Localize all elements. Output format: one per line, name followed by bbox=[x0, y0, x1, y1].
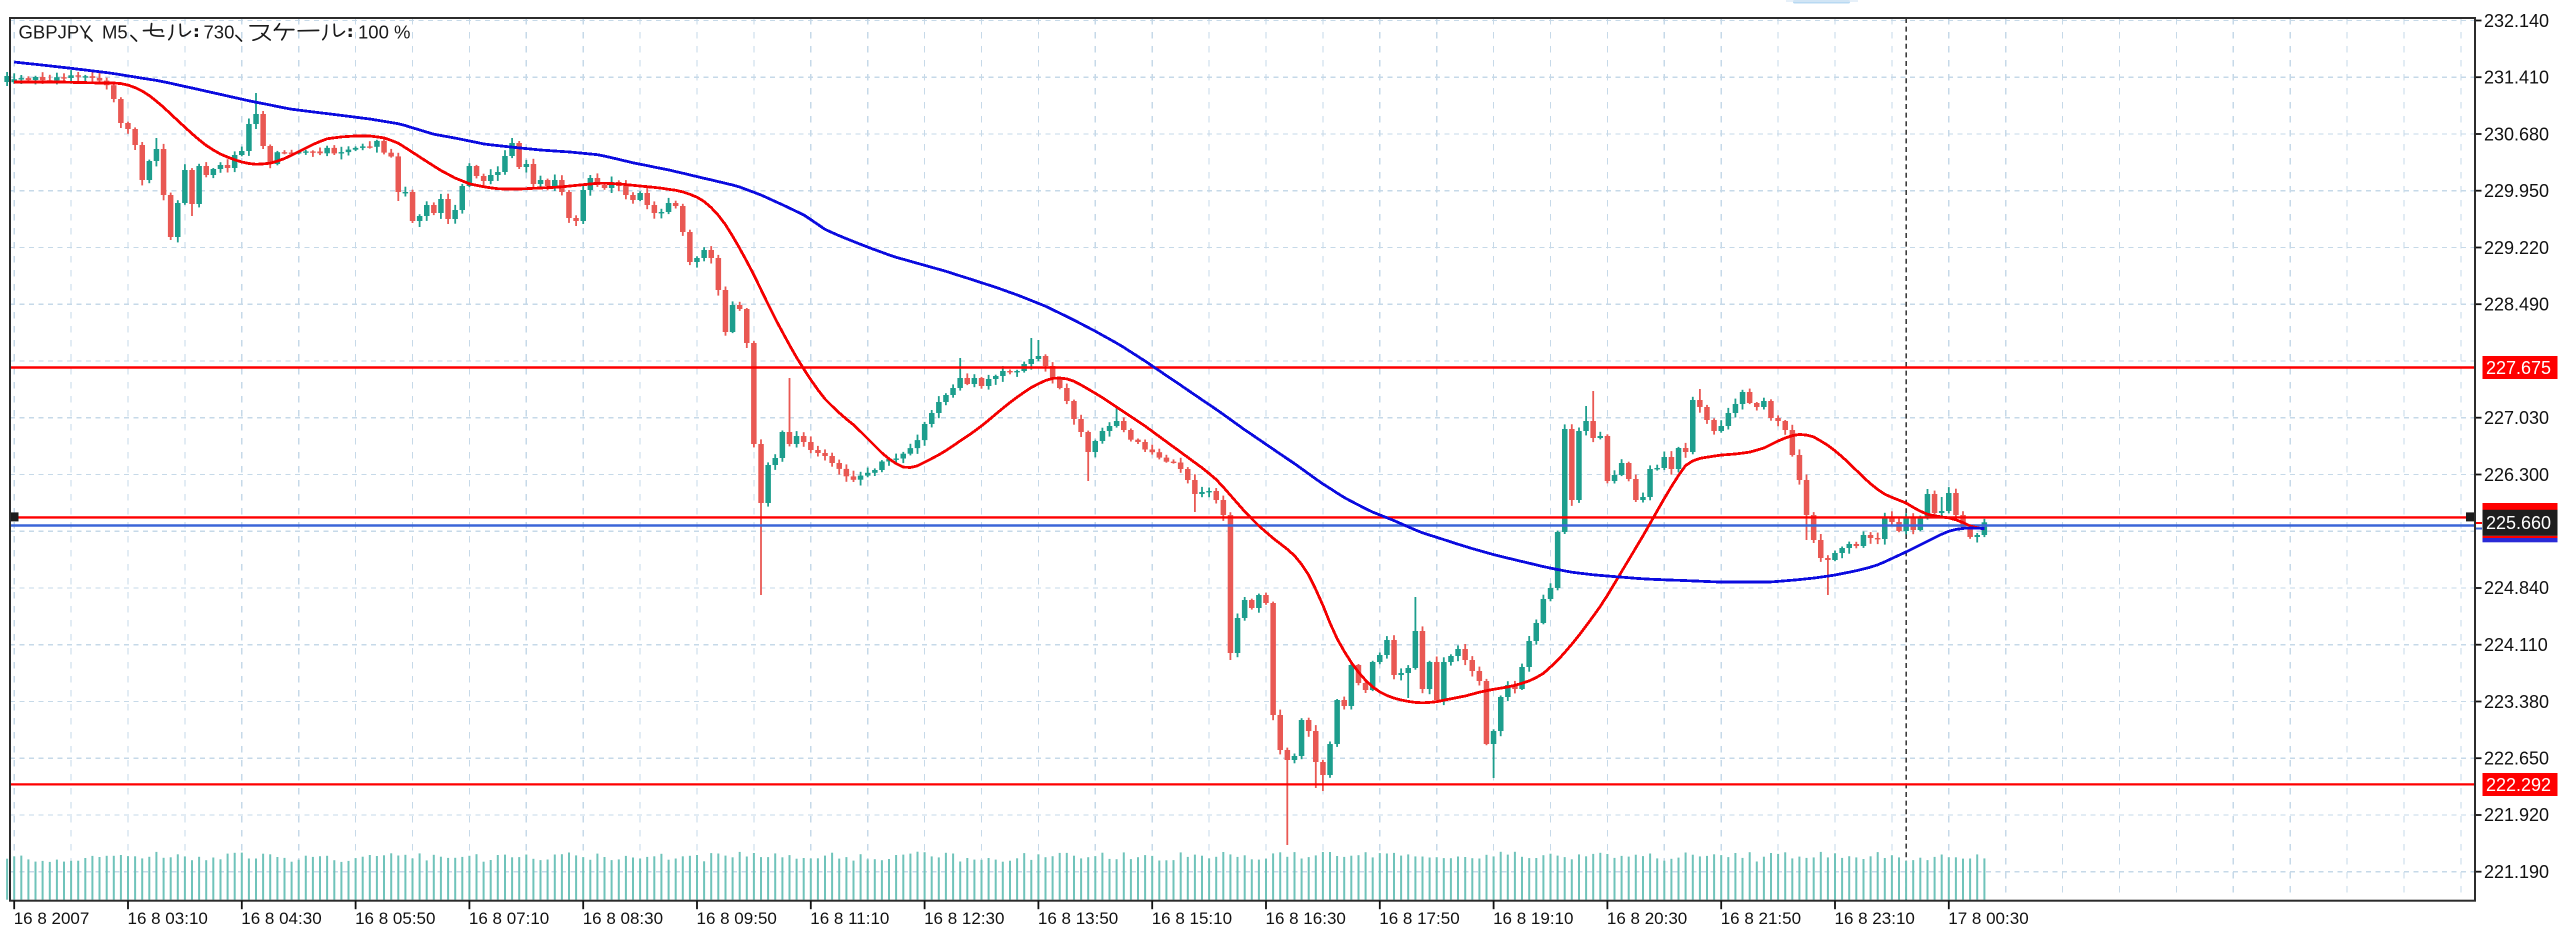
svg-text:16 8 20:30: 16 8 20:30 bbox=[1607, 909, 1687, 928]
svg-text:230.680: 230.680 bbox=[2484, 124, 2549, 144]
svg-text:100 %: 100 % bbox=[358, 22, 410, 43]
svg-text:16 8 23:10: 16 8 23:10 bbox=[1835, 909, 1915, 928]
svg-text:227.675: 227.675 bbox=[2486, 358, 2551, 378]
svg-text:16 8 21:50: 16 8 21:50 bbox=[1721, 909, 1801, 928]
svg-text:16 8 2007: 16 8 2007 bbox=[14, 909, 90, 928]
svg-text:222.650: 222.650 bbox=[2484, 749, 2549, 769]
svg-text:224.840: 224.840 bbox=[2484, 578, 2549, 598]
svg-text:M5: M5 bbox=[102, 22, 128, 43]
svg-text:226.300: 226.300 bbox=[2484, 465, 2549, 485]
svg-text:227.030: 227.030 bbox=[2484, 408, 2549, 428]
svg-text:221.920: 221.920 bbox=[2484, 805, 2549, 825]
svg-text:229.220: 229.220 bbox=[2484, 238, 2549, 258]
svg-text:16 8 15:10: 16 8 15:10 bbox=[1152, 909, 1232, 928]
svg-text:16 8 07:10: 16 8 07:10 bbox=[469, 909, 549, 928]
svg-text:232.140: 232.140 bbox=[2484, 11, 2549, 31]
svg-text:16 8 05:50: 16 8 05:50 bbox=[355, 909, 435, 928]
svg-text:16 8 16:30: 16 8 16:30 bbox=[1266, 909, 1346, 928]
svg-text:225.660: 225.660 bbox=[2486, 513, 2551, 533]
svg-text:730: 730 bbox=[204, 22, 235, 43]
svg-text:231.410: 231.410 bbox=[2484, 68, 2549, 88]
svg-text:16 8 17:50: 16 8 17:50 bbox=[1379, 909, 1459, 928]
svg-text:17 8 00:30: 17 8 00:30 bbox=[1948, 909, 2028, 928]
svg-text:224.110: 224.110 bbox=[2484, 635, 2548, 655]
svg-text:228.490: 228.490 bbox=[2484, 295, 2549, 315]
svg-text:16 8 08:30: 16 8 08:30 bbox=[583, 909, 663, 928]
svg-text:16 8 19:10: 16 8 19:10 bbox=[1493, 909, 1573, 928]
svg-text:GBPJPY: GBPJPY bbox=[19, 22, 92, 43]
svg-text:16 8 11:10: 16 8 11:10 bbox=[810, 909, 889, 928]
svg-text:16 8 09:50: 16 8 09:50 bbox=[697, 909, 777, 928]
svg-text:16 8 03:10: 16 8 03:10 bbox=[128, 909, 208, 928]
svg-text:223.380: 223.380 bbox=[2484, 692, 2549, 712]
svg-text:221.190: 221.190 bbox=[2484, 862, 2549, 882]
svg-text:16 8 04:30: 16 8 04:30 bbox=[241, 909, 321, 928]
svg-text:222.292: 222.292 bbox=[2486, 775, 2551, 795]
svg-text:16 8 13:50: 16 8 13:50 bbox=[1038, 909, 1118, 928]
svg-text:16 8 12:30: 16 8 12:30 bbox=[924, 909, 1004, 928]
svg-text:229.950: 229.950 bbox=[2484, 181, 2549, 201]
